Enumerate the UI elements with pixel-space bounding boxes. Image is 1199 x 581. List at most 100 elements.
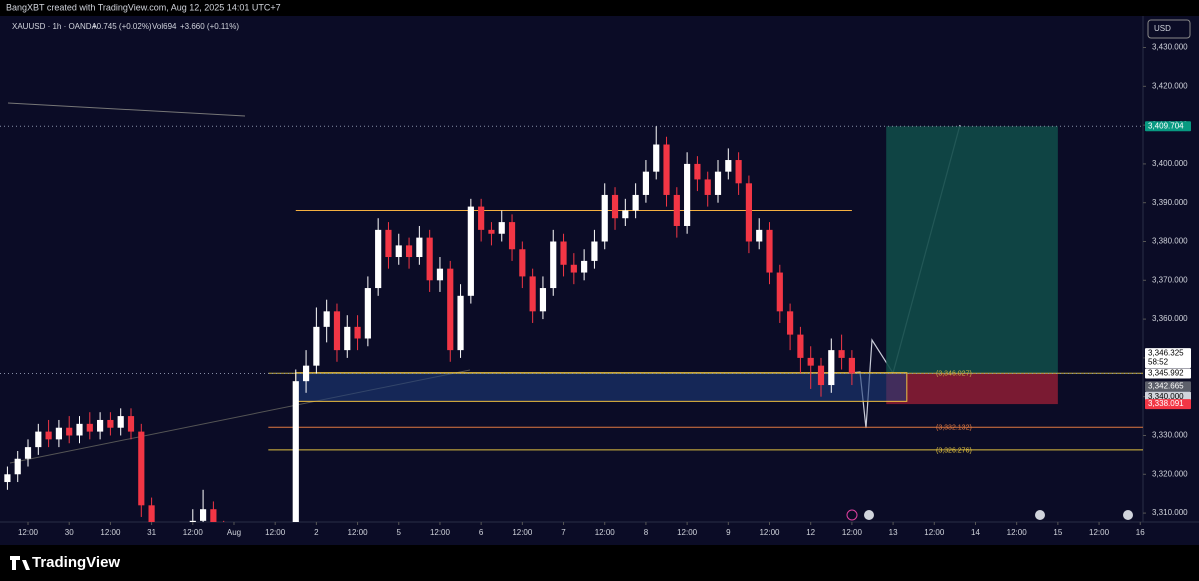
logo	[10, 556, 30, 570]
candle-body	[570, 264, 577, 273]
x-tick-label: 12:00	[842, 528, 863, 537]
order-block	[295, 372, 908, 402]
candle-body	[508, 222, 516, 250]
candle-body	[344, 326, 351, 351]
candle-body	[55, 427, 62, 440]
change: +0.745 (+0.02%)	[92, 22, 152, 31]
candle-body	[457, 295, 464, 351]
candle-body	[828, 350, 835, 386]
candle-body	[756, 229, 763, 242]
x-tick-label: 7	[561, 528, 566, 537]
candle-body	[76, 423, 83, 436]
candle-body	[4, 474, 11, 483]
candle-body	[694, 163, 701, 180]
level-label: (3,346.027)	[936, 371, 972, 378]
candle-body	[591, 241, 598, 261]
x-tick-label: 2	[314, 528, 319, 537]
x-tick-label: 12:00	[265, 528, 286, 537]
candle-body	[776, 272, 783, 312]
event-icon[interactable]	[864, 510, 874, 520]
x-tick-label: 12:00	[512, 528, 533, 537]
candle-body	[426, 237, 433, 281]
x-tick-label: 12:00	[759, 528, 780, 537]
y-tick-label: 3,330.000	[1152, 431, 1188, 440]
level-label: (3,326.276)	[936, 447, 972, 454]
y-tick-label: 3,310.000	[1152, 508, 1188, 517]
y-tick-label: 3,320.000	[1152, 469, 1188, 478]
y-tick-label: 3,360.000	[1152, 314, 1188, 323]
target-zone	[886, 126, 1058, 374]
candle-body	[673, 194, 680, 226]
candle-body	[416, 237, 423, 258]
candle-body	[45, 431, 52, 440]
candle-body	[354, 326, 361, 339]
candle-body	[86, 423, 93, 432]
candle-body	[447, 268, 454, 351]
stop-zone	[886, 373, 1058, 405]
candle-body	[117, 416, 124, 428]
candle-body	[323, 311, 330, 327]
candle-body	[560, 241, 567, 265]
price-label-box	[1145, 368, 1191, 379]
currency-box[interactable]	[1147, 19, 1191, 39]
x-tick-label: 5	[397, 528, 402, 537]
candle-body	[189, 520, 196, 522]
candle-body	[436, 268, 444, 281]
candle-body	[684, 163, 691, 226]
candle-body	[725, 160, 732, 172]
candle-body	[632, 194, 639, 211]
x-tick-label: 12:00	[183, 528, 204, 537]
x-tick-label: 31	[147, 528, 156, 537]
price-label: 3,409.704	[1148, 121, 1184, 130]
plot: (3,346.027) (3,332.132) (3,326.276)	[0, 125, 1143, 522]
price-label-box	[1145, 348, 1191, 369]
countdown: 58:52	[1148, 357, 1169, 366]
candle-body	[519, 249, 526, 277]
candle-body	[138, 431, 145, 506]
x-tick-label: Aug	[227, 528, 241, 537]
symbol: XAUUSD · 1h · OANDA	[12, 22, 98, 31]
candle-body	[663, 144, 670, 195]
x-tick-label: 12:00	[100, 528, 121, 537]
candle-body	[364, 288, 371, 339]
x-tick-label: 12:00	[677, 528, 698, 537]
x-tick-label: 13	[889, 528, 898, 537]
x-tick-label: 15	[1053, 528, 1062, 537]
candle-body	[745, 183, 752, 242]
candle-body	[405, 245, 413, 258]
event-icon[interactable]	[1035, 510, 1045, 520]
price-label: 3,338.091	[1148, 399, 1184, 408]
x-tick-label: 12:00	[18, 528, 39, 537]
candle-body	[498, 222, 505, 234]
candle-body	[787, 311, 794, 335]
candle-body	[622, 210, 629, 219]
candle-body	[66, 427, 73, 436]
x-tick-label: 12:00	[430, 528, 451, 537]
x-tick-label: 12	[806, 528, 815, 537]
price-label: 3,342.665	[1148, 381, 1184, 390]
candle-body	[24, 447, 32, 459]
event-icon[interactable]	[1123, 510, 1133, 520]
candle-body	[838, 350, 845, 358]
candle-body	[333, 311, 341, 351]
candle-body	[714, 171, 722, 195]
candle-body	[14, 458, 21, 475]
currency[interactable]: USD	[1154, 24, 1171, 33]
x-tick-label: 6	[479, 528, 484, 537]
candle-body	[35, 431, 42, 448]
candle-body	[797, 334, 804, 358]
y-tick-label: 3,420.000	[1152, 81, 1188, 90]
y-tick-label: 3,380.000	[1152, 237, 1188, 246]
level-label: (3,332.132)	[936, 425, 972, 432]
candle-body	[807, 357, 814, 366]
candle-body	[210, 509, 217, 522]
trend-line	[7, 102, 246, 117]
candle-body	[601, 194, 608, 242]
candle-body	[97, 419, 104, 432]
price-label: 3,345.992	[1148, 369, 1184, 378]
y-tick-label: 3,370.000	[1152, 275, 1188, 284]
event-icon[interactable]	[846, 509, 858, 521]
candle-body	[581, 260, 588, 273]
caption: BangXBT created with TradingView.com, Au…	[6, 2, 281, 12]
price-label-box	[1145, 121, 1191, 132]
